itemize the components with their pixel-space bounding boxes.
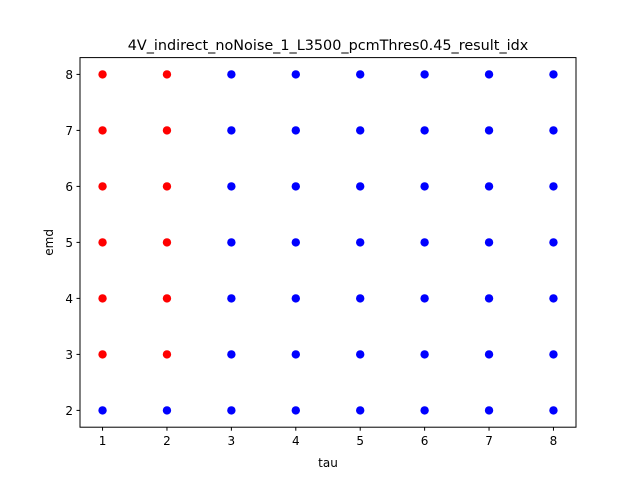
- data-point: [549, 182, 558, 191]
- data-point: [98, 294, 107, 303]
- data-point: [484, 182, 494, 191]
- data-point: [420, 406, 429, 415]
- data-point: [291, 70, 300, 79]
- data-point: [356, 406, 365, 415]
- data-point: [227, 70, 236, 79]
- data-point: [162, 350, 172, 359]
- data-point: [484, 238, 494, 247]
- data-point: [291, 406, 300, 415]
- data-point: [356, 350, 365, 359]
- data-points: [98, 70, 558, 415]
- data-point: [227, 238, 236, 247]
- y-tick-label: 8: [65, 68, 73, 82]
- data-point: [291, 350, 300, 359]
- data-point: [162, 70, 172, 79]
- data-point: [484, 294, 494, 303]
- data-point: [227, 350, 236, 359]
- data-point: [356, 238, 365, 247]
- y-tick-label: 6: [65, 180, 73, 194]
- x-tick-label: 4: [292, 434, 300, 448]
- data-point: [484, 70, 494, 79]
- data-point: [549, 70, 558, 79]
- data-point: [98, 350, 107, 359]
- plot-frame: [79, 57, 577, 428]
- data-point: [549, 238, 558, 247]
- data-point: [356, 182, 365, 191]
- x-axis-ticks: 1 2 3 4 5 6 7 8: [99, 427, 558, 448]
- data-point: [98, 70, 107, 79]
- data-point: [162, 126, 172, 135]
- data-point: [227, 294, 236, 303]
- data-point: [291, 294, 300, 303]
- data-point: [98, 406, 107, 415]
- data-point: [162, 406, 172, 415]
- data-point: [98, 126, 107, 135]
- data-point: [227, 182, 236, 191]
- x-tick-label: 2: [163, 434, 171, 448]
- data-point: [420, 294, 429, 303]
- x-tick-label: 8: [550, 434, 558, 448]
- data-point: [420, 126, 429, 135]
- data-point: [484, 406, 494, 415]
- data-point: [420, 350, 429, 359]
- data-point: [549, 350, 558, 359]
- data-point: [420, 70, 429, 79]
- data-point: [162, 182, 172, 191]
- data-point: [549, 406, 558, 415]
- data-point: [484, 126, 494, 135]
- data-point: [291, 126, 300, 135]
- data-point: [227, 406, 236, 415]
- data-point: [162, 294, 172, 303]
- y-tick-label: 2: [65, 404, 73, 418]
- data-point: [291, 238, 300, 247]
- data-point: [420, 182, 429, 191]
- data-point: [98, 182, 107, 191]
- data-point: [549, 126, 558, 135]
- y-axis-label: emd: [42, 229, 56, 256]
- data-point: [227, 126, 236, 135]
- y-tick-label: 5: [65, 236, 73, 250]
- y-tick-label: 7: [65, 124, 73, 138]
- x-tick-label: 6: [421, 434, 429, 448]
- x-tick-label: 3: [228, 434, 236, 448]
- data-point: [98, 238, 107, 247]
- data-point: [549, 294, 558, 303]
- y-tick-label: 3: [65, 348, 73, 362]
- data-point: [291, 182, 300, 191]
- data-point: [484, 350, 494, 359]
- data-point: [356, 70, 365, 79]
- data-point: [162, 238, 172, 247]
- x-tick-label: 1: [99, 434, 107, 448]
- chart-title: 4V_indirect_noNoise_1_L3500_pcmThres0.45…: [128, 38, 529, 54]
- y-axis-ticks: 2 3 4 5 6 7 8: [65, 68, 80, 418]
- data-point: [356, 126, 365, 135]
- x-axis-label: tau: [318, 456, 338, 470]
- data-point: [420, 238, 429, 247]
- y-tick-label: 4: [65, 292, 73, 306]
- x-tick-label: 7: [485, 434, 493, 448]
- x-tick-label: 5: [356, 434, 364, 448]
- data-point: [356, 294, 365, 303]
